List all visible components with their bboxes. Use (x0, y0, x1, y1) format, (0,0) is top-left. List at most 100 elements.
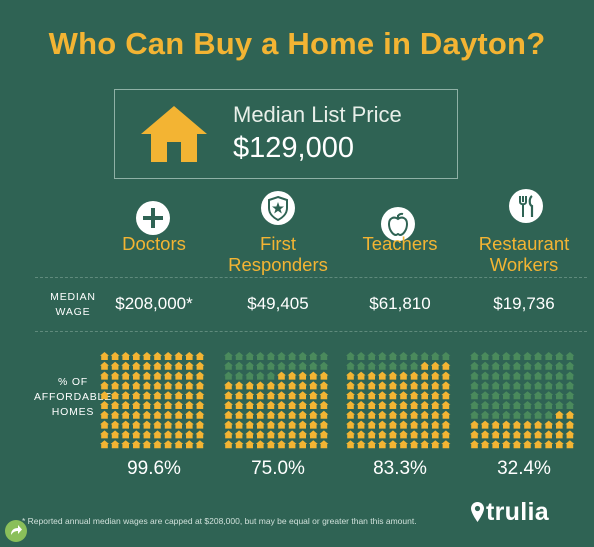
percent-value: 83.3% (373, 458, 427, 479)
affordable-house-icon (420, 401, 430, 409)
affordable-house-icon (142, 391, 152, 400)
affordable-house-icon (131, 391, 141, 400)
affordable-house-icon (367, 391, 377, 400)
unaffordable-house-icon (512, 410, 522, 419)
affordable-house-icon (153, 410, 162, 419)
unaffordable-house-icon (470, 401, 479, 409)
affordable-house-icon (491, 440, 501, 449)
affordable-house-icon (245, 420, 255, 429)
affordable-house-icon (142, 440, 152, 449)
trulia-logo[interactable]: trulia (471, 498, 549, 527)
unaffordable-house-icon (554, 391, 564, 400)
affordable-house-icon (255, 430, 265, 439)
affordable-house-icon (565, 430, 575, 439)
unaffordable-house-icon (266, 361, 276, 370)
affordable-house-icon (131, 371, 141, 380)
unaffordable-house-icon (533, 391, 543, 400)
unaffordable-house-icon (523, 410, 532, 419)
unaffordable-house-icon (319, 361, 329, 370)
affordable-house-icon (399, 410, 408, 419)
unaffordable-house-icon (565, 371, 575, 380)
unaffordable-house-icon (565, 401, 575, 409)
affordable-house-icon (388, 440, 398, 449)
unaffordable-house-icon (501, 410, 511, 419)
affordable-house-icon (224, 420, 233, 429)
affordable-house-icon (121, 420, 131, 429)
affordable-house-icon (234, 430, 244, 439)
affordable-house-icon (441, 401, 451, 409)
apple-icon (381, 207, 415, 241)
affordable-house-icon (388, 401, 398, 409)
unaffordable-house-icon (346, 361, 355, 370)
affordable-house-icon (388, 391, 398, 400)
affordable-house-icon (346, 420, 355, 429)
affordable-house-icon (501, 430, 511, 439)
affordable-house-icon (554, 420, 564, 429)
affordable-house-icon (367, 440, 377, 449)
affordable-house-icon (430, 401, 440, 409)
affordable-house-icon (441, 361, 451, 370)
unaffordable-house-icon (512, 391, 522, 400)
affordable-house-icon (399, 430, 408, 439)
affordable-house-icon (153, 381, 162, 390)
affordable-house-icon (377, 371, 387, 380)
affordable-house-icon (441, 410, 451, 419)
unaffordable-house-icon (298, 352, 308, 360)
affordable-house-icon (533, 440, 543, 449)
affordable-house-icon (110, 391, 120, 400)
unaffordable-house-icon (554, 371, 564, 380)
affordable-house-icon (174, 381, 184, 390)
affordable-house-icon (356, 381, 366, 390)
affordable-house-icon (255, 401, 265, 409)
affordable-house-icon (184, 381, 194, 390)
share-icon[interactable] (5, 520, 27, 542)
unaffordable-house-icon (399, 361, 408, 370)
affordable-house-icon (131, 361, 141, 370)
affordable-house-icon (224, 410, 233, 419)
affordable-house-icon (100, 420, 109, 429)
unaffordable-house-icon (356, 352, 366, 360)
unaffordable-house-icon (565, 391, 575, 400)
affordable-house-icon (523, 420, 532, 429)
price-label: Median List Price (233, 102, 402, 127)
affordable-house-icon (308, 420, 318, 429)
affordable-house-icon (367, 401, 377, 409)
unaffordable-house-icon (470, 352, 479, 360)
affordable-house-icon (174, 440, 184, 449)
unaffordable-house-icon (480, 381, 490, 390)
unaffordable-house-icon (544, 361, 554, 370)
affordable-house-icon (319, 430, 329, 439)
affordable-house-icon (142, 401, 152, 409)
affordable-house-icon (298, 420, 308, 429)
affordable-house-icon (420, 381, 430, 390)
unaffordable-house-icon (480, 401, 490, 409)
affordable-house-icon (441, 430, 451, 439)
percent-value: 32.4% (497, 458, 551, 479)
unaffordable-house-icon (501, 371, 511, 380)
unaffordable-house-icon (491, 352, 501, 360)
plus-icon (136, 201, 170, 235)
unaffordable-house-icon (234, 361, 244, 370)
wage-value: $208,000* (115, 294, 193, 313)
unaffordable-house-icon (512, 381, 522, 390)
affordable-house-icon (153, 391, 162, 400)
affordable-house-icon (319, 391, 329, 400)
unaffordable-house-icon (565, 352, 575, 360)
unaffordable-house-icon (470, 371, 479, 380)
unaffordable-house-icon (491, 381, 501, 390)
unaffordable-house-icon (255, 352, 265, 360)
affordable-house-icon (163, 420, 173, 429)
affordable-homes-label: % OF AFFORDABLE HOMES (33, 376, 112, 418)
unaffordable-house-icon (480, 361, 490, 370)
unaffordable-house-icon (565, 381, 575, 390)
affordable-house-icon (163, 391, 173, 400)
affordable-house-icon (121, 410, 131, 419)
affordable-house-icon (298, 430, 308, 439)
affordable-house-icon (131, 352, 141, 360)
affordable-house-icon (346, 410, 355, 419)
affordable-house-icon (266, 440, 276, 449)
affordable-house-icon (356, 440, 366, 449)
house-grid (470, 352, 575, 449)
affordable-house-icon (131, 420, 141, 429)
unaffordable-house-icon (501, 352, 511, 360)
